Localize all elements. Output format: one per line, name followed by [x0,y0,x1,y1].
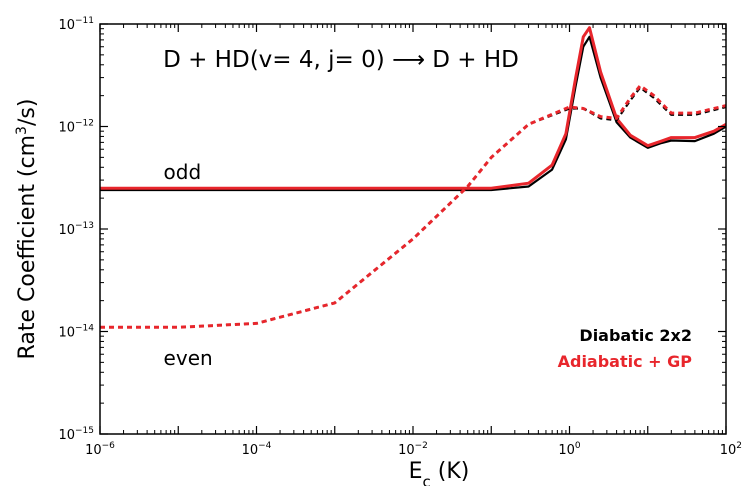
annotation-odd: odd [164,160,202,184]
x-axis-label-sub: c [423,473,431,486]
x-tick-label-base: 10 [242,443,259,458]
x-tick-label-exp: −4 [258,441,272,451]
plot-frame [99,23,727,435]
y-tick-label-exp: −11 [75,16,94,26]
y-tick-label-exp: −15 [75,426,94,436]
x-axis-label: Ec (K) [409,459,470,486]
legend-entry-diabatic: Diabatic 2x2 [579,326,692,345]
x-tick-label-exp: 2 [736,441,742,451]
x-tick-label-base: 10 [85,443,102,458]
y-tick-label-exp: −12 [75,119,94,129]
y-axis-label-pre: Rate Coefficient (cm [15,135,40,359]
series-line-odd-diabatic-2x2 [100,35,727,192]
series-line-even-adiabatic-gp [100,84,727,329]
y-tick-label: 10−11 [58,16,94,33]
y-tick-label: 10−15 [58,426,94,443]
y-tick-label: 10−14 [58,324,94,341]
y-tick-label: 10−12 [58,119,94,136]
y-tick-label-base: 10 [58,326,75,341]
y-tick-label-base: 10 [58,121,75,136]
y-tick-label: 10−13 [58,221,94,238]
tick-layer: 10−6 10−4 10−2 100 10210−1510−1410−1310−1210… [58,16,742,458]
x-tick-label-base: 10 [558,443,575,458]
series-layer [100,26,727,329]
x-tick-label: 102 [720,441,742,458]
chart-title: D + HD(v= 4, j= 0) ⟶ D + HD [163,47,519,73]
y-axis-label-post: /s) [15,99,40,126]
x-axis-label-tail: (K) [431,459,470,484]
y-axis-label-sup: 3 [14,126,30,135]
y-tick-label-exp: −13 [75,221,94,231]
annotation-even: even [164,346,213,370]
legend-entry-adiabatic-gp: Adiabatic + GP [558,352,693,371]
y-tick-label-base: 10 [58,428,75,443]
series-line-odd-adiabatic-gp [100,26,727,190]
x-tick-label: 100 [558,441,581,458]
series-line-even-diabatic-2x2 [100,86,727,329]
x-tick-label-base: 10 [720,443,737,458]
label-layer: D + HD(v= 4, j= 0) ⟶ D + HD odd even Dia… [14,47,692,486]
y-tick-label-base: 10 [58,18,75,33]
y-tick-label-base: 10 [58,223,75,238]
x-tick-label-exp: −2 [415,441,428,451]
x-tick-label: 10−6 [85,441,115,458]
y-axis-label: Rate Coefficient (cm3/s) [14,99,40,360]
x-axis-label-base: E [409,459,423,484]
x-tick-label-exp: −6 [102,441,116,451]
x-tick-label-exp: 0 [575,441,581,451]
x-tick-label: 10−2 [398,441,428,458]
x-tick-label: 10−4 [242,441,272,458]
y-tick-label-exp: −14 [75,324,94,334]
x-tick-label-base: 10 [398,443,415,458]
